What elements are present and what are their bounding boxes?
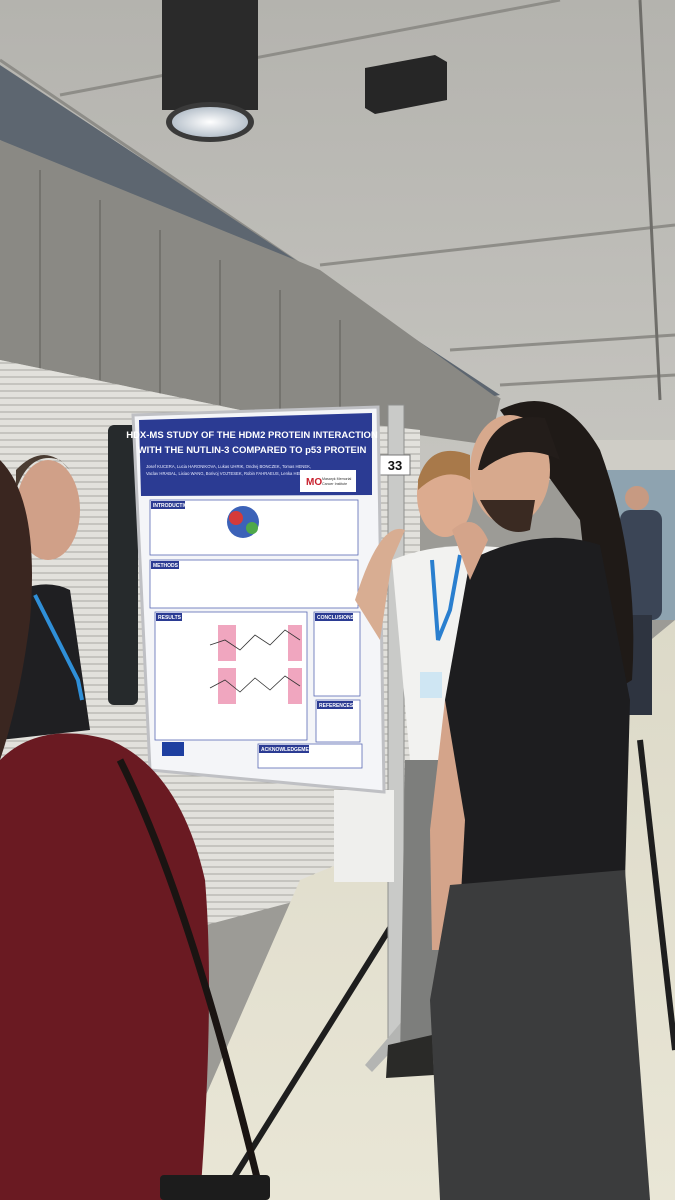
lanyard: [430, 554, 462, 641]
protein-figure: [246, 522, 258, 534]
section-heading: METHODS: [153, 563, 179, 569]
bag-strap: [116, 758, 264, 1191]
person-middle-shoe: [386, 1035, 434, 1078]
board-number: 33: [388, 458, 402, 473]
lamp-body: [162, 0, 258, 110]
result-highlight: [288, 625, 302, 661]
section-heading: RESULTS: [158, 615, 182, 621]
poster-title-line: HDX-MS STUDY OF THE HDM2 PROTEIN INTERAC…: [126, 430, 378, 441]
protein-figure: [229, 511, 243, 525]
methods-box: [149, 559, 359, 609]
person-left-head: [16, 460, 80, 560]
poster-title-line: WITH THE NUTLIN-3 COMPARED TO p53 PROTEI…: [138, 445, 367, 456]
paper-sheet: [334, 790, 394, 882]
section-heading: CONCLUSIONS: [317, 615, 355, 621]
section-heading: REFERENCES: [319, 703, 354, 709]
poster-authors: Josef KUCERA, Lucia HARONIKOVA, Lukas UH…: [146, 464, 311, 469]
name-badge: [420, 672, 442, 698]
speaker-box: [365, 55, 447, 114]
person-right-pants: [430, 870, 650, 1200]
conclusions-box: [313, 611, 361, 697]
person-right-hand: [452, 522, 488, 580]
result-trace: [209, 675, 301, 693]
poster: HDX-MS STUDY OF THE HDM2 PROTEIN INTERAC…: [126, 405, 386, 794]
section-tab: [317, 701, 353, 709]
result-highlight: [288, 668, 302, 704]
lanyard: [33, 594, 84, 701]
curtain-folds: [39, 170, 341, 425]
person-background-head: [625, 486, 649, 510]
eu-flag: [162, 742, 184, 756]
lamp-light: [172, 107, 248, 137]
curtain: [0, 140, 500, 445]
logo-box: [300, 470, 356, 492]
person-right-beard: [480, 500, 535, 532]
floor-tape: [217, 878, 423, 1200]
result-highlight: [218, 625, 236, 661]
section-tab: [259, 745, 309, 753]
logo-mark: MO: [306, 477, 322, 488]
poster-authors: Vaclav HRABAL, Lixiao WANG, Borivoj VOJT…: [146, 471, 323, 476]
person-left-hair: [16, 455, 70, 490]
logo-name: Masaryk Memorial: [322, 477, 352, 481]
bag: [160, 1175, 270, 1200]
poster-tube: [108, 425, 138, 705]
person-right-shirt: [445, 537, 630, 895]
person-middle-arm: [355, 528, 405, 640]
section-tab: [151, 501, 185, 509]
section-heading: INTRODUCTION: [153, 503, 192, 509]
section-tab: [156, 613, 182, 621]
person-foreground-hair: [0, 460, 32, 760]
logo-name: Cancer Institute: [322, 482, 347, 486]
person-middle-hair: [418, 450, 470, 490]
result-highlight: [218, 668, 236, 704]
person-right-hair-top: [478, 417, 560, 470]
floor-tape-right: [637, 739, 675, 1051]
section-tab: [151, 561, 179, 569]
section-heading: ACKNOWLEDGEMENT: [261, 747, 315, 753]
section-tab: [315, 613, 353, 621]
result-trace: [209, 629, 301, 651]
